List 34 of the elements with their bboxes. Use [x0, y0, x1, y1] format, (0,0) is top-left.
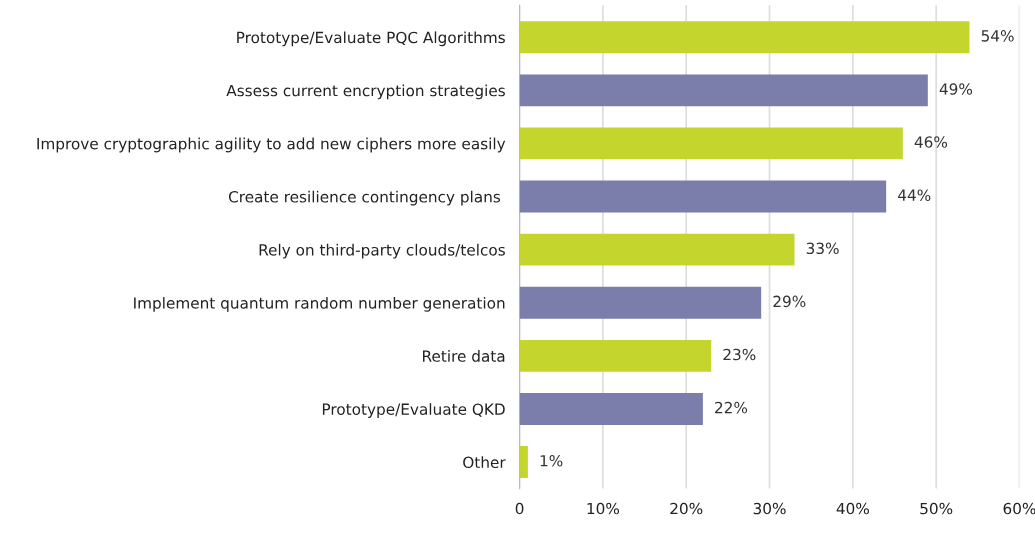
bar: [519, 180, 887, 213]
y-tick-label: Improve cryptographic agility to add new ciphers more easily: [37, 137, 506, 153]
y-tick-label: Retire data: [423, 350, 505, 362]
data-label: 46%: [914, 136, 948, 148]
data-label: 1%: [540, 454, 563, 467]
x-tick-label: 40%: [836, 502, 869, 515]
bar: [519, 339, 712, 372]
data-label: 29%: [773, 295, 806, 308]
data-label: 44%: [898, 189, 931, 201]
y-tick-label: Prototype/Evaluate QKD: [322, 403, 505, 418]
data-label: 23%: [723, 348, 756, 361]
bar: [519, 21, 970, 54]
data-label: 54%: [981, 30, 1014, 42]
data-label: 49%: [939, 83, 973, 95]
x-tick-label: 50%: [920, 502, 953, 515]
y-tick-label: Prototype/Evaluate PQC Algorithms: [237, 31, 505, 47]
y-tick-label: Assess current encryption strategies: [226, 84, 505, 100]
x-tick-label: 0: [515, 502, 524, 515]
y-tick-label: Implement quantum random number generation: [134, 296, 505, 312]
data-label: 22%: [715, 401, 748, 414]
data-label: 33%: [806, 242, 839, 255]
bar: [519, 446, 528, 478]
x-tick-label: 30%: [753, 502, 786, 515]
bar: [519, 127, 903, 160]
x-tick-label: 60%: [1003, 502, 1035, 515]
y-tick-label: Create resilience contingency plans: [228, 190, 501, 206]
x-tick-label: 10%: [587, 502, 620, 515]
x-tick-label: 20%: [670, 502, 703, 515]
y-tick-label: Rely on third-party clouds/telcos: [259, 243, 505, 259]
bar: [519, 286, 762, 319]
y-tick-label: Other: [463, 456, 506, 469]
bar: [519, 393, 703, 425]
bar: [519, 74, 928, 107]
bar: [519, 233, 795, 266]
